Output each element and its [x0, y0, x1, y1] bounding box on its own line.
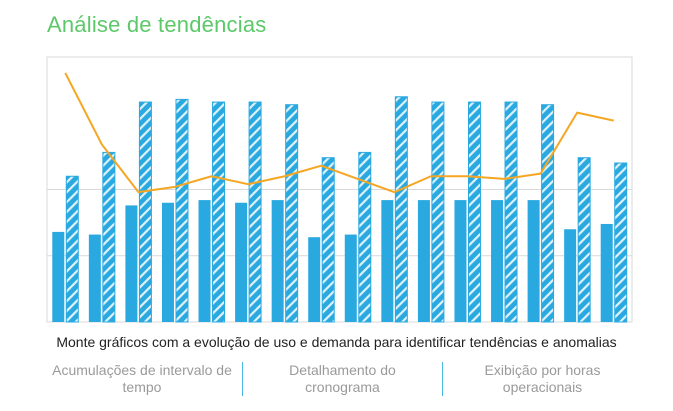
bar-solid — [125, 205, 138, 322]
trend-line — [64, 72, 614, 194]
chart-line — [64, 72, 614, 194]
bar-hatched — [138, 101, 152, 323]
bar-hatched — [65, 175, 79, 323]
bar-hatched — [358, 151, 372, 323]
bar-solid — [271, 200, 284, 322]
bar-hatched — [394, 96, 408, 323]
bar-solid — [417, 200, 430, 322]
bar-hatched — [467, 101, 481, 323]
bar-hatched — [541, 104, 555, 323]
bar-hatched — [321, 157, 335, 323]
page-title: Análise de tendências — [47, 12, 267, 37]
bar-hatched — [504, 101, 518, 323]
bar-solid — [88, 234, 101, 322]
bar-hatched — [102, 151, 116, 323]
chart-bars — [52, 96, 628, 323]
feature-item: Exibição por horas operacionais — [442, 362, 642, 396]
bar-hatched — [285, 104, 299, 323]
chart-caption: Monte gráficos com a evolução de uso e d… — [56, 334, 617, 350]
bar-solid — [527, 200, 540, 322]
bar-hatched — [614, 162, 628, 323]
bar-solid — [52, 231, 65, 322]
bar-solid — [564, 229, 577, 322]
bar-solid — [198, 200, 211, 322]
bar-hatched — [431, 101, 445, 323]
feature-list: Acumulações de intervalo de tempo Detalh… — [42, 362, 642, 396]
bar-hatched — [248, 101, 262, 323]
bar-hatched — [175, 98, 189, 323]
bar-solid — [235, 202, 248, 322]
bar-solid — [308, 237, 321, 322]
bar-solid — [454, 200, 467, 322]
bar-hatched — [212, 101, 226, 323]
bar-solid — [161, 202, 174, 322]
bar-solid — [381, 200, 394, 322]
bar-solid — [600, 223, 613, 322]
trend-chart — [46, 56, 633, 323]
bar-solid — [491, 200, 504, 322]
bar-solid — [344, 234, 357, 322]
feature-item: Acumulações de intervalo de tempo — [52, 362, 232, 395]
bar-hatched — [577, 157, 591, 323]
feature-item: Detalhamento do cronograma — [242, 362, 442, 396]
